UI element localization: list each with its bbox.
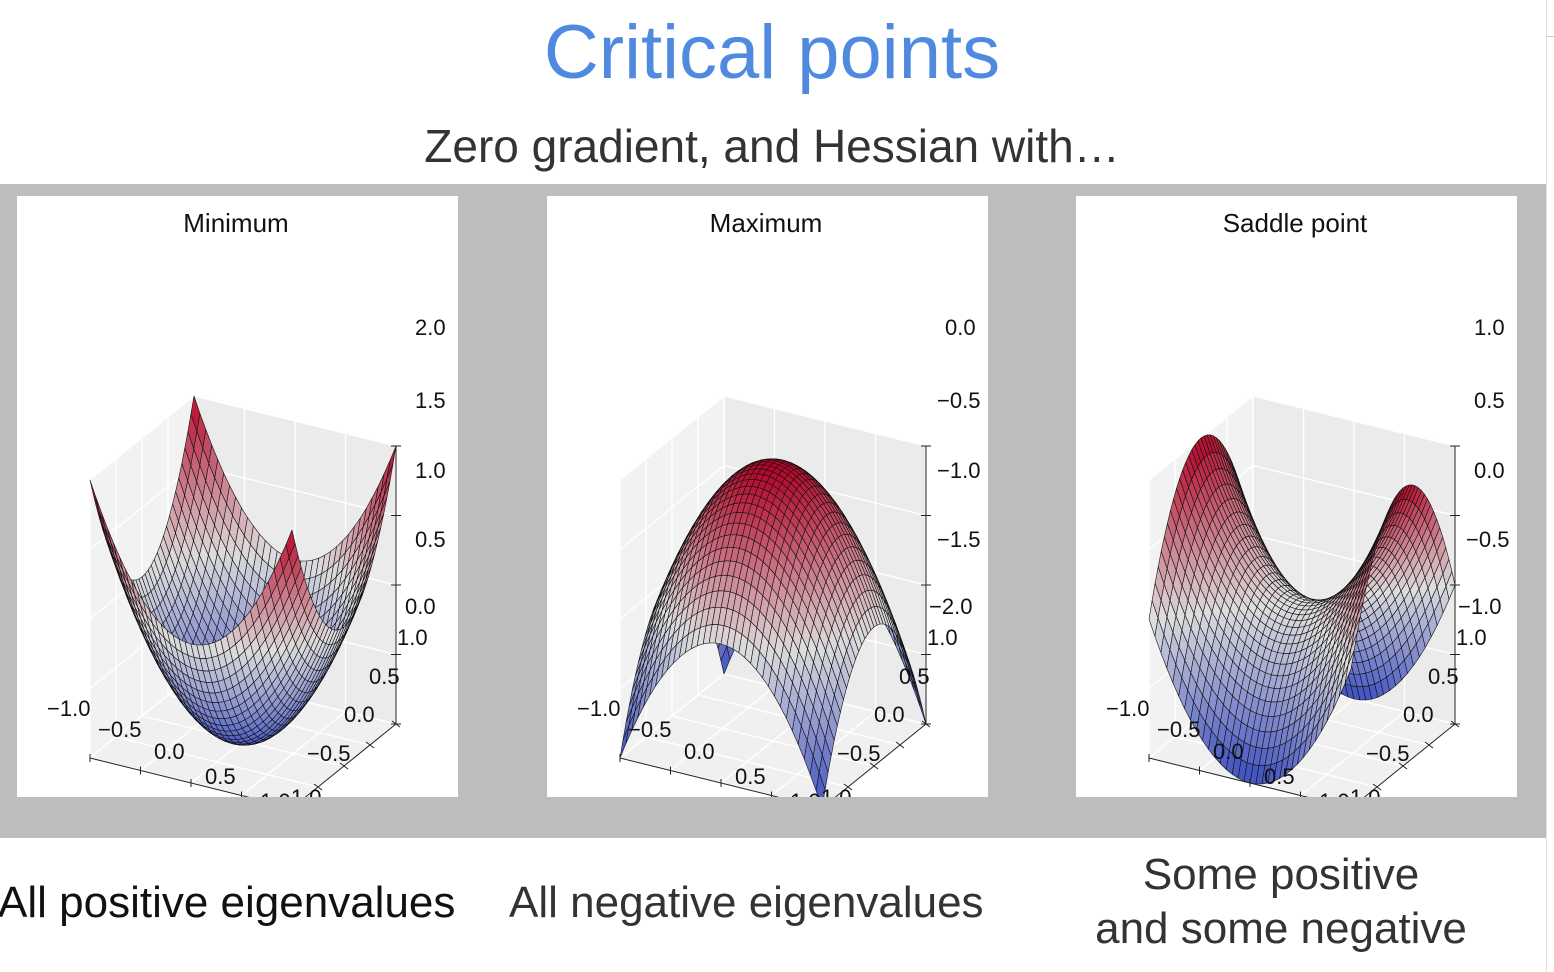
x-tick-label: 0.5 [735, 764, 766, 789]
axes-lines [619, 445, 931, 797]
z-tick-label: 1.5 [415, 388, 446, 413]
panel-saddle-point: Saddle point 1.0 0.5 0.0 −0.5 −1.0 −1.0 … [1076, 196, 1517, 797]
grid-line [89, 395, 195, 481]
z-tick-label: −2.0 [929, 594, 972, 619]
z-tick-label: −0.5 [1466, 527, 1509, 552]
x-tick-label: 0.5 [205, 764, 236, 789]
axes-lines [89, 445, 401, 797]
plot-saddle-point: Saddle point 1.0 0.5 0.0 −0.5 −1.0 −1.0 … [1106, 208, 1509, 797]
y-tick [869, 762, 879, 770]
axes-lines [1148, 445, 1460, 797]
y-tick [313, 783, 323, 791]
z-tick-label: −1.5 [937, 527, 980, 552]
y-tick-label: 0.5 [899, 664, 930, 689]
y-tick-label: −0.5 [837, 741, 880, 766]
x-tick-label: −1.0 [1106, 696, 1149, 721]
slide-title: Critical points [543, 10, 1001, 95]
caption-saddle-line1: Some positive [1142, 850, 1420, 899]
y-tick [921, 720, 931, 728]
plot-title: Minimum [183, 208, 288, 238]
y-tick-label: 1.0 [1456, 625, 1487, 650]
surface-facet [285, 529, 296, 559]
z-tick-label: 1.0 [415, 458, 446, 483]
grid-line [193, 464, 397, 517]
y-tick-label: 1.0 [927, 625, 958, 650]
z-tick-label: 0.0 [405, 594, 436, 619]
plot-minimum: Minimum 2.0 1.5 1.0 0.5 0.0 −1.0 −0.5 0.… [47, 208, 446, 797]
surface-facet [815, 771, 826, 797]
y-tick-label: 0.0 [1403, 702, 1434, 727]
grid-line [241, 710, 346, 797]
z-tick-label: 2.0 [415, 315, 446, 340]
slide-edge [1546, 0, 1547, 972]
z-tick-label: −0.5 [937, 388, 980, 413]
x-tick-label: −0.5 [628, 717, 671, 742]
x-tick-label: −0.5 [98, 717, 141, 742]
grid-line [193, 395, 397, 447]
surface-maximum [619, 458, 927, 797]
grid-line [1300, 710, 1405, 797]
x-tick-label: 0.0 [1213, 739, 1244, 764]
grid-line [619, 464, 725, 551]
y-tick-label: 0.0 [344, 702, 375, 727]
z-tick-label: 0.5 [415, 527, 446, 552]
panel-maximum: Maximum 0.0 −0.5 −1.0 −1.5 −2.0 −1.0 −0.… [547, 196, 988, 797]
y-tick [365, 741, 375, 749]
caption-saddle-line2: and some negative [1095, 904, 1467, 953]
z-tick-label: −1.0 [937, 458, 980, 483]
y-tick [1424, 741, 1434, 749]
caption-minimum: All positive eigenvalues [0, 878, 456, 927]
x-tick-label: 0.5 [1264, 764, 1295, 789]
x-tick-label: 1.0 [790, 789, 821, 797]
z-tick-label: 1.0 [1474, 315, 1505, 340]
plot-title: Saddle point [1223, 208, 1368, 238]
x-tick-label: 0.0 [684, 739, 715, 764]
y-tick [1372, 783, 1382, 791]
grid-line [671, 715, 875, 767]
y-tick [1450, 720, 1460, 728]
y-tick [895, 741, 905, 749]
z-tick-label: −1.0 [1458, 594, 1501, 619]
y-tick-label: −1.0 [808, 785, 851, 797]
slide-edge-tick [1546, 36, 1554, 37]
slide-subtitle: Zero gradient, and Hessian with… [424, 120, 1120, 172]
x-tick-label: −0.5 [1157, 717, 1200, 742]
panel-minimum: Minimum 2.0 1.5 1.0 0.5 0.0 −1.0 −0.5 0.… [17, 196, 458, 797]
y-tick-label: −1.0 [1337, 785, 1380, 797]
z-tick-label: 0.5 [1474, 388, 1505, 413]
y-tick-label: 0.5 [369, 664, 400, 689]
caption-saddle: Some positive and some negative [1066, 848, 1496, 956]
y-tick-label: −0.5 [307, 741, 350, 766]
x-tick-label: 0.0 [154, 739, 185, 764]
z-tick-label: 0.0 [945, 315, 976, 340]
y-tick-label: 0.5 [1428, 664, 1459, 689]
y-tick-label: −1.0 [278, 785, 321, 797]
y-tick-label: 0.0 [874, 702, 905, 727]
surface-minimum [89, 395, 397, 746]
plot-title: Maximum [710, 208, 823, 238]
grid-line [619, 395, 725, 481]
y-tick [391, 720, 401, 728]
grid-line [1252, 395, 1456, 447]
surface-facet [1344, 650, 1355, 684]
x-tick-label: −1.0 [577, 696, 620, 721]
y-tick [339, 762, 349, 770]
caption-maximum: All negative eigenvalues [509, 878, 984, 927]
x-tick-label: 1.0 [1319, 789, 1350, 797]
plot-maximum: Maximum 0.0 −0.5 −1.0 −1.5 −2.0 −1.0 −0.… [577, 208, 980, 797]
y-tick [1398, 762, 1408, 770]
y-tick-label: −0.5 [1366, 741, 1409, 766]
surface-saddle [1148, 434, 1456, 785]
grid-line [723, 395, 927, 447]
y-tick-label: 1.0 [397, 625, 428, 650]
z-tick-label: 0.0 [1474, 458, 1505, 483]
x-tick-label: 1.0 [260, 789, 291, 797]
x-tick-label: −1.0 [47, 696, 90, 721]
y-tick [843, 783, 853, 791]
